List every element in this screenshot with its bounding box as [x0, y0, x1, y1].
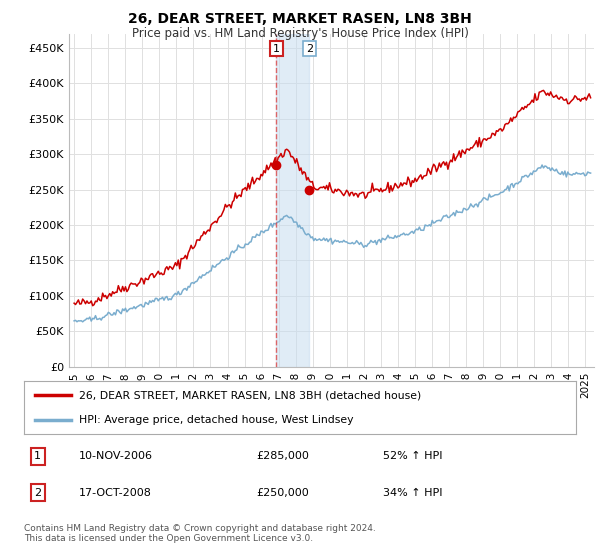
- Text: Price paid vs. HM Land Registry's House Price Index (HPI): Price paid vs. HM Land Registry's House …: [131, 27, 469, 40]
- Text: 1: 1: [273, 44, 280, 54]
- Text: 1: 1: [34, 451, 41, 461]
- Bar: [277, 34, 310, 367]
- Text: HPI: Average price, detached house, West Lindsey: HPI: Average price, detached house, West…: [79, 414, 354, 424]
- Text: £250,000: £250,000: [256, 488, 308, 497]
- Text: 52% ↑ HPI: 52% ↑ HPI: [383, 451, 442, 461]
- Text: 10-NOV-2006: 10-NOV-2006: [79, 451, 153, 461]
- Text: 17-OCT-2008: 17-OCT-2008: [79, 488, 152, 497]
- Text: 26, DEAR STREET, MARKET RASEN, LN8 3BH: 26, DEAR STREET, MARKET RASEN, LN8 3BH: [128, 12, 472, 26]
- Text: Contains HM Land Registry data © Crown copyright and database right 2024.
This d: Contains HM Land Registry data © Crown c…: [24, 524, 376, 543]
- Text: 26, DEAR STREET, MARKET RASEN, LN8 3BH (detached house): 26, DEAR STREET, MARKET RASEN, LN8 3BH (…: [79, 390, 421, 400]
- Text: £285,000: £285,000: [256, 451, 309, 461]
- Text: 2: 2: [34, 488, 41, 497]
- Text: 34% ↑ HPI: 34% ↑ HPI: [383, 488, 442, 497]
- Text: 2: 2: [306, 44, 313, 54]
